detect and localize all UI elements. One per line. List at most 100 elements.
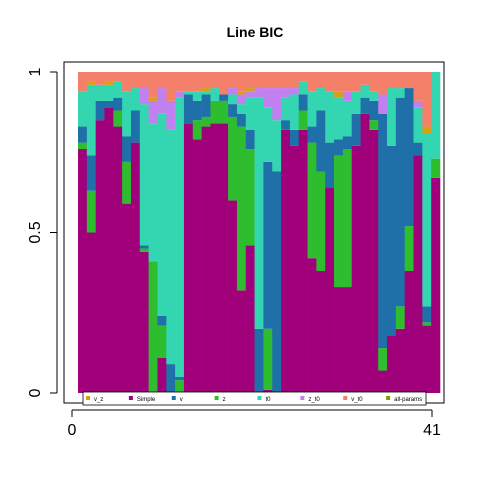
bar-segment-t0 — [228, 94, 238, 105]
bar-segment-v_t0 — [201, 72, 211, 89]
bar-segment-v_t0 — [272, 72, 282, 89]
bar-segment-Simple — [289, 145, 300, 393]
bar-segment-Simple — [113, 126, 123, 393]
bar-segment-v — [201, 94, 211, 117]
bar-segment-z_t0 — [272, 88, 282, 121]
bar-segment-v_t0 — [78, 72, 88, 92]
bar-segment-v_t0 — [298, 72, 308, 82]
y-tick-label: 0 — [27, 388, 44, 397]
bar-segment-v — [130, 110, 141, 143]
bar-segment-v — [298, 94, 308, 111]
bar-segment-t0 — [342, 100, 353, 137]
bar-segment-t0 — [113, 81, 123, 98]
bar-segment-Simple — [219, 123, 229, 394]
bar-segment-v_t0 — [254, 72, 264, 89]
bar-segment-t0 — [210, 88, 220, 101]
bar-segment-v_t0 — [316, 72, 326, 89]
bar-segment-v_t0 — [122, 72, 132, 92]
bar-segment-t0 — [395, 88, 405, 98]
x-axis: 0 41 — [68, 409, 441, 439]
bar-segment-t0 — [307, 91, 317, 127]
legend-swatch — [257, 396, 262, 400]
bar-segment-v — [404, 88, 414, 227]
bar-segment-t0 — [272, 120, 282, 172]
bar-segment-v_z — [422, 126, 432, 133]
bar-segment-v_t0 — [228, 72, 238, 89]
chart-title: Line BIC — [227, 24, 284, 40]
bar-segment-v — [236, 113, 247, 127]
bar-segment-v_t0 — [104, 72, 114, 82]
bar-segment-z — [192, 120, 202, 140]
x-tick-label: 0 — [68, 422, 77, 439]
x-tick-label: 41 — [423, 422, 441, 439]
legend-swatch — [171, 396, 176, 400]
legend-swatch — [386, 396, 391, 400]
bar-segment-v — [228, 104, 238, 117]
bar-segment-z — [201, 116, 211, 127]
bar-segment-v — [307, 126, 317, 143]
bar-segment-v_t0 — [192, 72, 202, 92]
bar-segment-t0 — [192, 91, 202, 101]
bar-segment-v_t0 — [183, 72, 194, 92]
bar-segment-t0 — [369, 91, 379, 101]
legend-swatch — [300, 396, 305, 400]
bar-segment-t0 — [316, 88, 326, 111]
bar-segment-v_t0 — [166, 72, 176, 101]
bar-segment-Simple — [95, 120, 105, 394]
bar-segment-z — [122, 161, 132, 204]
legend-swatch — [128, 396, 133, 400]
bar-segment-v — [334, 139, 344, 156]
bar-segment-v — [351, 113, 361, 146]
bar-segment-Simple — [183, 123, 194, 394]
bar-segment-Simple — [360, 113, 370, 393]
bar-segment-v — [104, 100, 114, 108]
bar-segment-t0 — [289, 94, 300, 130]
bar-segment-v_t0 — [210, 72, 220, 89]
bar-segment-v_t0 — [325, 72, 335, 92]
bar-segment-v — [78, 126, 88, 143]
bar-segment-t0 — [298, 81, 308, 95]
bar-segment-z_t0 — [245, 91, 255, 98]
bar-segment-z — [236, 126, 247, 291]
bar-segment-z — [298, 110, 308, 130]
bar-segment-Simple — [281, 129, 291, 393]
bar-segment-v_t0 — [395, 72, 405, 89]
bar-segment-z_t0 — [342, 91, 353, 101]
bar-segment-z_t0 — [236, 94, 247, 105]
bar-segment-v_t0 — [219, 72, 229, 95]
bar-segment-Simple — [404, 271, 414, 393]
bar-segment-v — [166, 364, 176, 393]
bar-segment-z — [148, 261, 158, 397]
bar-segment-Simple — [104, 107, 114, 393]
bar-segment-Simple — [369, 129, 379, 393]
bar-segment-t0 — [86, 84, 96, 156]
bar-segment-v_t0 — [404, 72, 414, 89]
bar-segment-v_t0 — [351, 72, 361, 92]
bar-segment-Simple — [236, 290, 247, 393]
bar-segment-t0 — [148, 123, 158, 262]
bar-segment-v_t0 — [289, 72, 300, 89]
bar-segment-t0 — [236, 104, 247, 114]
bar-segment-z — [316, 171, 326, 272]
bar-segment-v — [369, 100, 379, 121]
legend-swatch — [343, 396, 348, 400]
bar-segment-t0 — [281, 97, 291, 121]
bar-segment-v_z — [86, 81, 96, 85]
bar-segment-z — [404, 226, 414, 272]
bar-segment-t0 — [360, 84, 370, 98]
bar-segment-z — [139, 248, 149, 252]
bar-segment-Simple — [122, 203, 132, 393]
bar-segment-t0 — [175, 97, 185, 377]
bar-segment-Simple — [78, 149, 88, 393]
bar-segment-Simple — [192, 139, 202, 393]
bar-segment-t0 — [183, 91, 194, 95]
bar-segment-Simple — [413, 155, 423, 393]
bar-segment-v — [360, 97, 370, 114]
bar-segment-z_t0 — [254, 88, 264, 98]
legend-box — [82, 391, 427, 406]
bar-segment-z_t0 — [263, 88, 273, 108]
bar-segment-v — [395, 97, 405, 307]
bar-segment-v_t0 — [378, 72, 388, 95]
bar-segment-v_z — [245, 88, 255, 92]
legend-label: all-params — [394, 397, 422, 403]
